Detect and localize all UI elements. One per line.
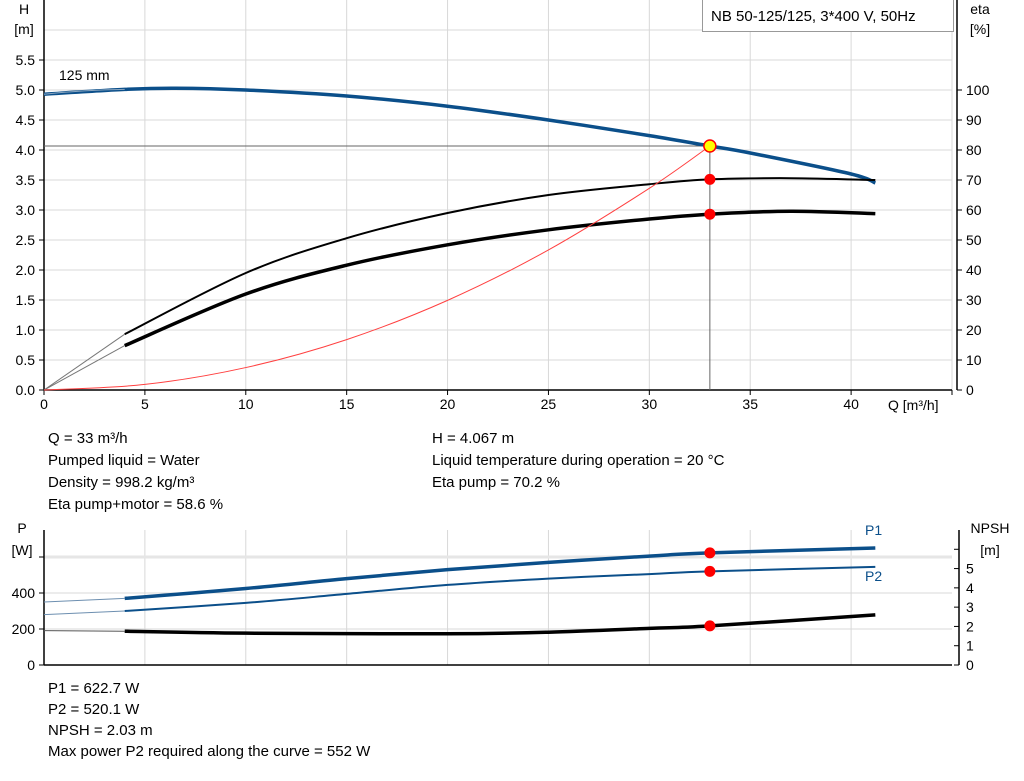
info-eta-pump-motor: Eta pump+motor = 58.6 %	[48, 496, 224, 513]
x-tick-label: 35	[742, 396, 758, 412]
y-tick-label-left: 4.0	[16, 142, 36, 158]
x-tick-label: 5	[141, 396, 149, 412]
y-axis-label-left: H	[19, 1, 29, 17]
y-tick-label-right: 70	[966, 172, 982, 188]
y-tick-label-right: 50	[966, 232, 982, 248]
info-density: Density = 998.2 kg/m³	[48, 474, 195, 491]
p-tick-label: 200	[12, 621, 36, 637]
p2-curve-extension	[43, 610, 125, 616]
curve-label-impeller: 125 mm	[59, 67, 110, 83]
y-tick-label-right: 60	[966, 202, 982, 218]
npsh-tick-label: 5	[966, 561, 974, 577]
y-tick-label-left: 2.0	[16, 262, 36, 278]
info-p2: P2 = 520.1 W	[48, 701, 140, 718]
head-curve-extension	[43, 88, 125, 95]
p-axis-label: P	[17, 520, 26, 536]
y-axis-unit-left: [m]	[14, 21, 33, 37]
y-tick-label-right: 20	[966, 322, 982, 338]
x-tick-label: 15	[339, 396, 355, 412]
y-axis-unit-right: [%]	[970, 21, 990, 37]
x-tick-label: 0	[40, 396, 48, 412]
y-tick-label-left: 3.5	[16, 172, 36, 188]
y-axis-label-right: eta	[970, 1, 990, 17]
info-head: H = 4.067 m	[432, 430, 515, 447]
y-tick-label-left: 1.5	[16, 292, 36, 308]
system-curve	[43, 145, 711, 391]
operating-point-p2	[704, 565, 716, 577]
operating-point-eta-pump-motor	[704, 208, 716, 220]
npsh-axis-unit: [m]	[980, 542, 999, 558]
info-p1: P1 = 622.7 W	[48, 680, 140, 697]
info-max-power: Max power P2 required along the curve = …	[48, 743, 371, 760]
y-tick-label-right: 30	[966, 292, 982, 308]
info-top-col2: H = 4.067 m Liquid temperature during op…	[432, 428, 724, 494]
x-tick-label: 40	[843, 396, 859, 412]
p-axis-unit: [W]	[12, 542, 33, 558]
x-tick-label: 10	[238, 396, 254, 412]
eta-pump-motor-curve	[124, 209, 876, 348]
operating-point-p1	[704, 547, 716, 559]
y-tick-label-right: 90	[966, 112, 982, 128]
y-tick-label-left: 5.0	[16, 82, 36, 98]
npsh-curve-extension	[43, 630, 125, 632]
y-tick-label-left: 0.5	[16, 352, 36, 368]
y-tick-label-right: 10	[966, 352, 982, 368]
npsh-axis-label: NPSH	[971, 520, 1010, 536]
y-tick-label-right: 40	[966, 262, 982, 278]
eta-pump-extension	[43, 333, 125, 391]
info-eta-pump: Eta pump = 70.2 %	[432, 474, 560, 491]
x-tick-label: 30	[642, 396, 658, 412]
info-temperature: Liquid temperature during operation = 20…	[432, 452, 725, 469]
x-axis-label: Q [m³/h]	[888, 397, 939, 413]
x-tick-label: 20	[440, 396, 456, 412]
npsh-tick-label: 1	[966, 638, 974, 654]
y-tick-label-right: 100	[966, 82, 990, 98]
operating-point-eta-pump	[704, 173, 716, 185]
npsh-tick-label: 4	[966, 580, 974, 596]
info-flow: Q = 33 m³/h	[48, 430, 128, 447]
info-top-col1: Q = 33 m³/h Pumped liquid = Water Densit…	[48, 428, 223, 516]
y-tick-label-left: 5.5	[16, 52, 36, 68]
npsh-tick-label: 0	[966, 657, 974, 673]
head-curve	[43, 86, 877, 185]
eta-pump-curve	[124, 177, 876, 336]
p-tick-label: 400	[12, 585, 36, 601]
pump-legend: NB 50-125/125, 3*400 V, 50Hz	[702, 0, 954, 32]
y-tick-label-right: 0	[966, 382, 974, 398]
operating-point-head	[703, 139, 717, 153]
info-bottom: P1 = 622.7 W P2 = 520.1 W NPSH = 2.03 m …	[48, 678, 370, 762]
p1-curve-extension	[43, 597, 125, 603]
operating-point-npsh	[704, 620, 716, 632]
npsh-curve	[124, 613, 876, 636]
p-tick-label: 0	[27, 657, 35, 673]
y-tick-label-left: 3.0	[16, 202, 36, 218]
p1-label: P1	[865, 522, 882, 538]
npsh-tick-label: 3	[966, 599, 974, 615]
eta-pump-motor-extension	[43, 345, 125, 391]
info-liquid: Pumped liquid = Water	[48, 452, 200, 469]
info-npsh: NPSH = 2.03 m	[48, 722, 153, 739]
y-tick-label-right: 80	[966, 142, 982, 158]
npsh-tick-label: 2	[966, 618, 974, 634]
y-tick-label-left: 2.5	[16, 232, 36, 248]
y-tick-label-left: 1.0	[16, 322, 36, 338]
y-tick-label-left: 0.0	[16, 382, 36, 398]
y-tick-label-left: 4.5	[16, 112, 36, 128]
p2-label: P2	[865, 568, 882, 584]
x-tick-label: 25	[541, 396, 557, 412]
